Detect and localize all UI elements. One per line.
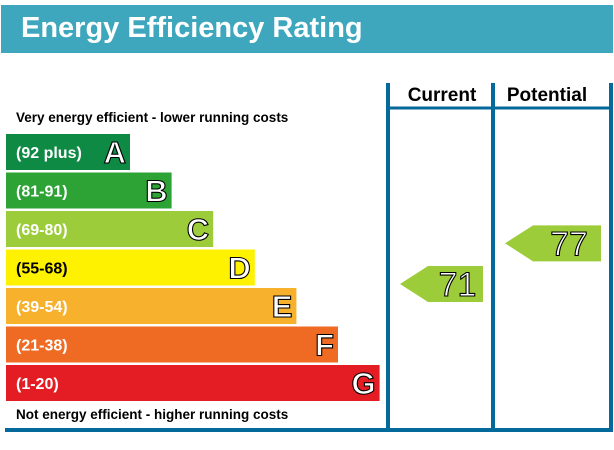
rating-arrow-shape bbox=[400, 265, 483, 302]
table-frame bbox=[5, 83, 613, 432]
band-letter: E bbox=[272, 289, 293, 324]
rating-arrows: 71 77 bbox=[400, 225, 601, 305]
band-bar bbox=[6, 172, 172, 209]
rating-value: 71 bbox=[439, 266, 477, 304]
band-letter: D bbox=[228, 251, 250, 286]
rating-value: 77 bbox=[550, 225, 588, 263]
band-bar bbox=[6, 326, 338, 363]
band-range-label: (69-80) bbox=[16, 222, 68, 239]
band-c: (69-80) C bbox=[6, 211, 214, 248]
band-letter: G bbox=[351, 366, 375, 401]
band-b: (81-91) B bbox=[6, 172, 172, 209]
band-range-label: (92 plus) bbox=[16, 145, 82, 162]
band-letter: F bbox=[315, 328, 334, 363]
band-letter: A bbox=[104, 135, 126, 170]
chart-title: Energy Efficiency Rating bbox=[21, 12, 363, 44]
rating-arrow-current: 71 bbox=[400, 265, 483, 305]
band-range-label: (55-68) bbox=[16, 261, 68, 278]
rating-arrow-shape bbox=[505, 225, 601, 262]
band-letter: B bbox=[145, 174, 167, 209]
band-bar bbox=[6, 211, 214, 247]
bottom-caption: Not energy efficient - higher running co… bbox=[16, 407, 288, 422]
band-bar bbox=[6, 365, 380, 401]
band-d: (55-68) D bbox=[6, 249, 255, 286]
column-header-potential: Potential bbox=[507, 85, 587, 106]
column-header-current: Current bbox=[408, 85, 477, 106]
rating-bands: (92 plus) A(81-91) B(69-80) C(55-68) D(39-54… bbox=[6, 134, 380, 402]
band-range-label: (21-38) bbox=[16, 338, 68, 355]
band-range-label: (39-54) bbox=[16, 299, 68, 316]
band-f: (21-38) F bbox=[6, 326, 338, 363]
top-caption: Very energy efficient - lower running co… bbox=[16, 110, 288, 125]
band-e: (39-54) E bbox=[6, 288, 297, 325]
rating-arrow-potential: 77 bbox=[505, 225, 601, 264]
band-bar bbox=[6, 249, 255, 286]
band-range-label: (81-91) bbox=[16, 184, 68, 201]
band-a: (92 plus) A bbox=[6, 134, 130, 171]
band-letter: C bbox=[187, 212, 209, 247]
band-range-label: (1-20) bbox=[16, 376, 59, 393]
band-bar bbox=[6, 288, 297, 324]
band-bar bbox=[6, 134, 130, 170]
title-bar: Energy Efficiency Rating bbox=[1, 5, 613, 53]
band-g: (1-20) G bbox=[6, 365, 380, 402]
